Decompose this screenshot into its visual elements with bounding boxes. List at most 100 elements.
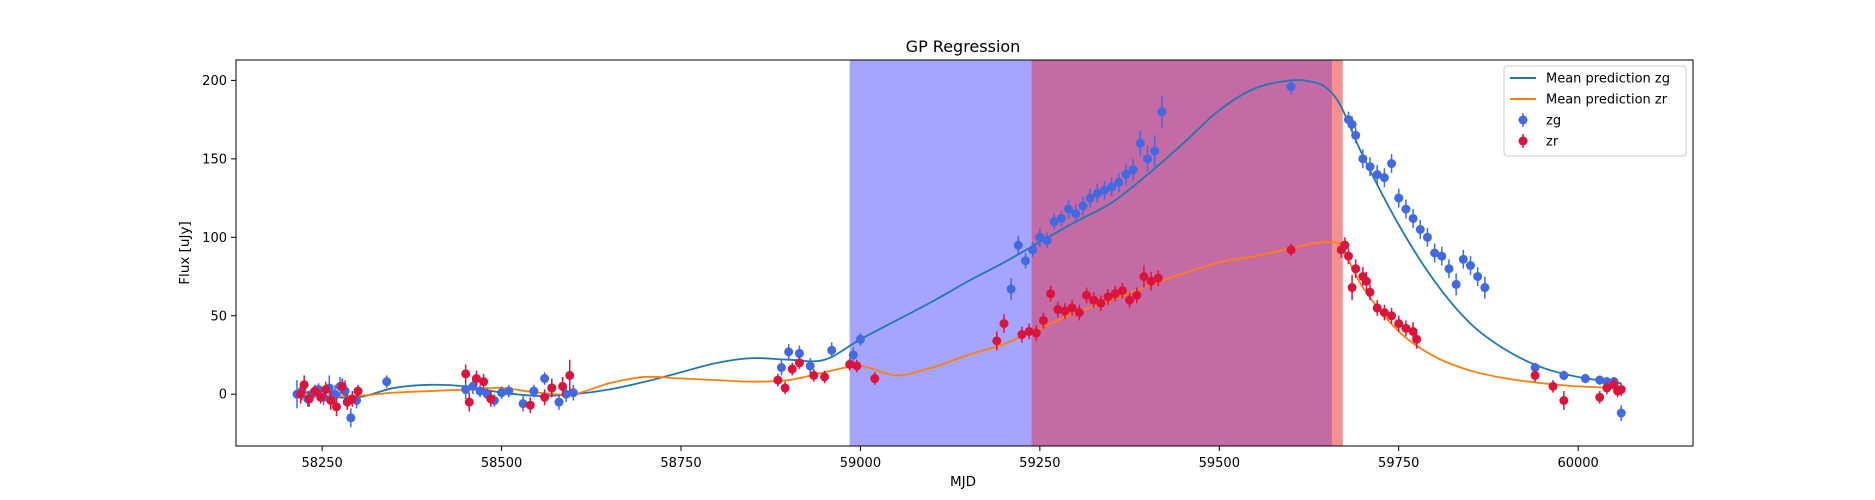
zg-point (1286, 82, 1296, 92)
y-tick-label: 0 (219, 388, 227, 403)
zr-point (1559, 395, 1569, 405)
zr-point (1103, 292, 1113, 302)
zr-point (331, 402, 341, 412)
zg-point (1559, 370, 1569, 380)
shaded-region-2 (1331, 60, 1343, 446)
zr-point (1017, 330, 1027, 340)
zg-point (1107, 182, 1117, 192)
zr-point (1595, 392, 1605, 402)
zr-point (1046, 289, 1056, 299)
zr-point (326, 395, 336, 405)
zg-point (1135, 138, 1145, 148)
zg-point (1394, 193, 1404, 203)
zr-point (845, 359, 855, 369)
zr-point (1110, 289, 1120, 299)
zg-point (561, 389, 571, 399)
zg-point (794, 348, 804, 358)
zr-point (1082, 290, 1092, 300)
zg-point (382, 377, 392, 387)
zr-point (1394, 319, 1404, 329)
zr-point (1379, 308, 1389, 318)
zg-point (1372, 170, 1382, 180)
zg-point (1365, 162, 1375, 172)
zr-point (870, 374, 880, 384)
zg-point (1071, 209, 1081, 219)
zg-point (1035, 232, 1045, 242)
chart-title: GP Regression (906, 37, 1021, 56)
legend-label: Mean prediction zg (1546, 72, 1670, 87)
zg-point (346, 413, 356, 423)
zr-point (992, 336, 1002, 346)
zr-point (565, 370, 575, 380)
zg-point (1078, 201, 1088, 211)
zg-point (1351, 130, 1361, 140)
zr-point (1053, 304, 1063, 314)
shaded-region-0 (849, 60, 1032, 446)
zr-point (1125, 295, 1135, 305)
zr-point (1286, 245, 1296, 255)
zr-point (1616, 385, 1626, 395)
zg-point (1466, 261, 1476, 271)
y-tick-label: 150 (202, 152, 227, 167)
y-axis-ticks: 0 50 100 150 200 (202, 74, 236, 403)
zr-point (1408, 326, 1418, 336)
y-tick-label: 100 (202, 231, 227, 246)
zg-point (554, 397, 564, 407)
zg-point (504, 386, 514, 396)
zr-point (787, 364, 797, 374)
zg-point (1085, 193, 1095, 203)
series-zr (296, 237, 1626, 417)
x-tick-label: 58500 (481, 456, 522, 471)
x-axis-label: MJD (950, 474, 976, 490)
zg-point (497, 388, 507, 398)
zr-point (1117, 286, 1127, 296)
zr-point (852, 361, 862, 371)
observations (292, 78, 1626, 428)
zr-point (1067, 303, 1077, 313)
zg-point (1056, 213, 1066, 223)
zg-point (1028, 245, 1038, 255)
plot-frame (235, 59, 1694, 447)
zr-point (1132, 290, 1142, 300)
zg-point (1422, 232, 1432, 242)
zg-point (330, 389, 340, 399)
zg-point (1064, 204, 1074, 214)
zg-point (1415, 224, 1425, 234)
mean-line-zg (300, 79, 1622, 399)
zg-point (475, 386, 485, 396)
zg-point (1379, 173, 1389, 183)
zg-point (1530, 363, 1540, 373)
zr-point (347, 394, 357, 404)
zr-point (999, 319, 1009, 329)
zg-point (1387, 159, 1397, 169)
zr-point (321, 385, 331, 395)
zr-point (1089, 295, 1099, 305)
zr-point (1153, 273, 1163, 283)
zg-point (1049, 217, 1059, 227)
zr-point (310, 386, 320, 396)
zg-point (540, 374, 550, 384)
zg-point (1121, 170, 1131, 180)
x-tick-label: 60000 (1557, 456, 1598, 471)
zr-point (1401, 323, 1411, 333)
zg-point (568, 388, 578, 398)
zg-point (855, 334, 865, 344)
y-tick-label: 50 (210, 309, 227, 324)
zr-point (1096, 298, 1106, 308)
zr-point (547, 383, 557, 393)
zg-point (1401, 204, 1411, 214)
zg-point (776, 363, 786, 373)
zr-point (353, 386, 363, 396)
x-tick-label: 59250 (1019, 456, 1060, 471)
legend: Mean prediction zg Mean prediction zr zg zr (1503, 65, 1687, 157)
x-tick-label: 59000 (840, 456, 881, 471)
zr-point (1365, 287, 1375, 297)
zg-point (1408, 213, 1418, 223)
zr-point (780, 383, 790, 393)
zr-point (558, 381, 568, 391)
zr-point (304, 394, 314, 404)
zg-point (529, 386, 539, 396)
zg-point (1358, 154, 1368, 164)
zr-point (1060, 306, 1070, 316)
